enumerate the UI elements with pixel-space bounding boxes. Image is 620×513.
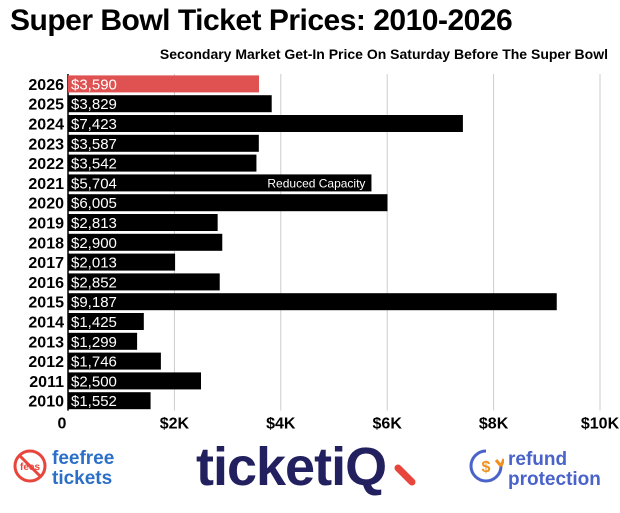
feefree-line2: tickets	[52, 468, 113, 489]
bar-2017	[68, 253, 176, 271]
category-label-2021: 2021	[28, 176, 64, 193]
x-tick-label: $4K	[266, 416, 296, 433]
refund-wordmark: refund protection	[508, 450, 601, 490]
bar-2014	[68, 313, 144, 330]
chart-title: Super Bowl Ticket Prices: 2010-2026	[10, 4, 513, 37]
ticketiq-wordmark: ticketiQ	[196, 437, 387, 497]
data-label-2024: $7,423	[71, 116, 117, 133]
data-label-2021: $5,704	[71, 175, 117, 192]
bar-2016	[68, 273, 220, 291]
svg-text:$: $	[482, 459, 491, 476]
bars: $3,590 $3,829 $7,423 $3,587 $3,542 $5,704 $6,0…	[68, 75, 557, 410]
x-tick-label: $2K	[160, 416, 190, 433]
dollar-refund-icon: $	[469, 449, 504, 483]
feefree-wordmark: feefree tickets	[52, 449, 114, 489]
bar-2010	[68, 392, 151, 410]
category-label-2013: 2013	[28, 334, 64, 351]
category-label-2014: 2014	[28, 315, 64, 332]
category-label-2022: 2022	[28, 156, 64, 173]
data-label-2013: $1,299	[71, 334, 117, 351]
data-label-2016: $2,852	[71, 274, 117, 291]
fees-badge-text: fees	[20, 462, 40, 473]
bar-2025	[68, 95, 272, 113]
bar-2011	[68, 372, 201, 390]
data-label-2018: $2,900	[71, 235, 117, 252]
no-fees-icon: fees	[13, 449, 47, 483]
category-label-2012: 2012	[28, 354, 64, 371]
category-label-2016: 2016	[28, 275, 64, 292]
bar-2020	[68, 194, 388, 212]
data-label-2022: $3,542	[71, 156, 117, 173]
data-label-2019: $2,813	[71, 215, 117, 232]
bar-2022	[68, 154, 257, 172]
bar-2012	[68, 352, 161, 370]
ticketiq-logo: ticketiQ	[196, 437, 428, 502]
data-label-2015: $9,187	[71, 294, 117, 311]
bar-2018	[68, 233, 223, 251]
data-label-2010: $1,552	[71, 393, 117, 410]
refund-protection-logo: $ refund protection	[468, 440, 613, 502]
x-tick-label: 0	[58, 416, 67, 433]
bar-2024	[68, 115, 463, 132]
x-tick-label: $8K	[479, 416, 509, 433]
data-label-2025: $3,829	[71, 96, 117, 113]
category-label-2018: 2018	[28, 235, 64, 252]
feefree-tickets-logo: fees feefree tickets	[10, 440, 160, 502]
data-label-2014: $1,425	[71, 314, 117, 331]
bar-2013	[68, 332, 138, 350]
category-label-2010: 2010	[28, 394, 64, 411]
data-label-2017: $2,013	[71, 255, 117, 272]
refund-line2: protection	[508, 469, 601, 490]
data-label-2026: $3,590	[71, 76, 117, 93]
bar-2026	[68, 75, 259, 93]
category-label-2026: 2026	[28, 77, 64, 94]
data-label-2012: $1,746	[71, 354, 117, 371]
bar-2021	[68, 174, 372, 192]
category-label-2020: 2020	[28, 196, 64, 213]
annotation-reduced-capacity: Reduced Capacity	[267, 176, 365, 190]
category-label-2011: 2011	[29, 374, 64, 391]
category-label-2017: 2017	[28, 255, 64, 272]
bar-2015	[68, 293, 557, 311]
x-tick-labels: 0 $2K $4K $6K $8K $10K	[58, 416, 620, 433]
category-label-2025: 2025	[28, 97, 64, 114]
x-tick-label: $6K	[373, 416, 403, 433]
category-labels: 2026 2025 2024 2023 2022 2021 2020 2019 2018 2017…	[28, 77, 64, 411]
category-label-2015: 2015	[28, 295, 64, 312]
bar-2019	[68, 214, 218, 231]
data-label-2023: $3,587	[71, 136, 117, 153]
data-label-2011: $2,500	[71, 373, 117, 390]
feefree-line1: feefree	[52, 448, 115, 469]
bar-chart: $3,590 $3,829 $7,423 $3,587 $3,542 $5,704 $6,0…	[28, 74, 620, 433]
category-label-2024: 2024	[28, 117, 64, 134]
x-tick-label: $10K	[581, 416, 620, 433]
refund-line1: refund	[508, 449, 568, 470]
chart-subtitle: Secondary Market Get-In Price On Saturda…	[159, 46, 608, 62]
category-label-2019: 2019	[28, 216, 64, 233]
data-label-2020: $6,005	[71, 195, 117, 212]
category-label-2023: 2023	[28, 136, 64, 153]
magnifier-accent-icon	[394, 464, 416, 486]
bar-2023	[68, 134, 259, 152]
annotations: Reduced Capacity	[267, 176, 365, 190]
